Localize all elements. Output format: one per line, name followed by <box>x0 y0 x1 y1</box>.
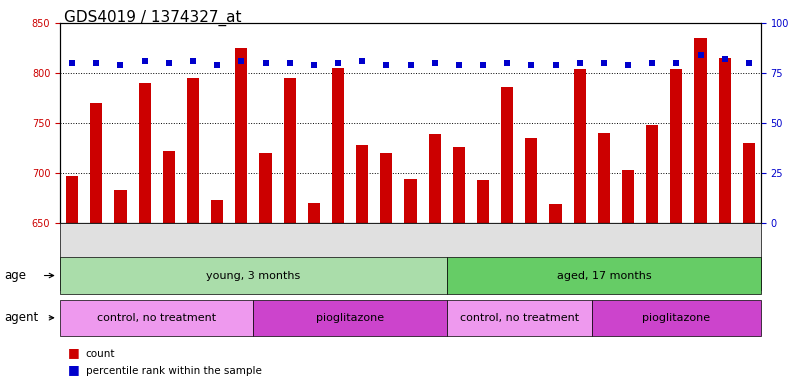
Point <box>235 58 248 64</box>
Point <box>622 62 634 68</box>
Bar <box>284 78 296 223</box>
Bar <box>646 125 658 223</box>
Bar <box>598 133 610 223</box>
Point <box>187 58 199 64</box>
Bar <box>332 68 344 223</box>
Point <box>670 60 682 66</box>
Text: young, 3 months: young, 3 months <box>207 270 300 281</box>
Text: pioglitazone: pioglitazone <box>316 313 384 323</box>
Point <box>743 60 755 66</box>
Bar <box>139 83 151 223</box>
Point <box>525 62 537 68</box>
Point <box>259 60 272 66</box>
Bar <box>429 134 441 223</box>
Point <box>477 62 489 68</box>
Text: aged, 17 months: aged, 17 months <box>557 270 651 281</box>
Bar <box>718 58 731 223</box>
Bar <box>453 147 465 223</box>
Point <box>211 62 223 68</box>
Bar <box>574 69 586 223</box>
Point <box>574 60 586 66</box>
Bar <box>743 143 755 223</box>
Point <box>163 60 175 66</box>
Point <box>404 62 417 68</box>
Point <box>308 62 320 68</box>
Bar <box>670 69 682 223</box>
Point <box>66 60 78 66</box>
Bar <box>549 204 562 223</box>
Point <box>284 60 296 66</box>
Bar <box>308 203 320 223</box>
Point <box>598 60 610 66</box>
Text: control, no treatment: control, no treatment <box>97 313 216 323</box>
Text: pioglitazone: pioglitazone <box>642 313 710 323</box>
Bar <box>622 170 634 223</box>
Text: control, no treatment: control, no treatment <box>460 313 579 323</box>
Point <box>453 62 465 68</box>
Point <box>694 52 707 58</box>
Bar <box>91 103 103 223</box>
Bar <box>66 176 78 223</box>
Text: count: count <box>86 349 115 359</box>
Bar <box>380 153 392 223</box>
Point <box>90 60 103 66</box>
Bar <box>211 200 223 223</box>
Bar <box>694 38 706 223</box>
Bar <box>405 179 417 223</box>
Text: GDS4019 / 1374327_at: GDS4019 / 1374327_at <box>64 10 242 26</box>
Bar <box>260 153 272 223</box>
Text: age: age <box>4 269 26 282</box>
Point <box>380 62 392 68</box>
Point <box>114 62 127 68</box>
Point <box>332 60 344 66</box>
Point <box>501 60 513 66</box>
Bar <box>501 87 513 223</box>
Point <box>549 62 562 68</box>
Point <box>718 56 731 62</box>
Bar <box>356 145 368 223</box>
Text: percentile rank within the sample: percentile rank within the sample <box>86 366 262 376</box>
Bar <box>115 190 127 223</box>
Bar <box>163 151 175 223</box>
Point <box>356 58 368 64</box>
Point <box>139 58 151 64</box>
Text: ■: ■ <box>68 363 80 376</box>
Bar <box>525 138 537 223</box>
Point <box>429 60 441 66</box>
Point <box>646 60 658 66</box>
Bar <box>477 180 489 223</box>
Bar <box>187 78 199 223</box>
Bar <box>235 48 248 223</box>
Text: ■: ■ <box>68 346 80 359</box>
Text: agent: agent <box>4 311 38 324</box>
